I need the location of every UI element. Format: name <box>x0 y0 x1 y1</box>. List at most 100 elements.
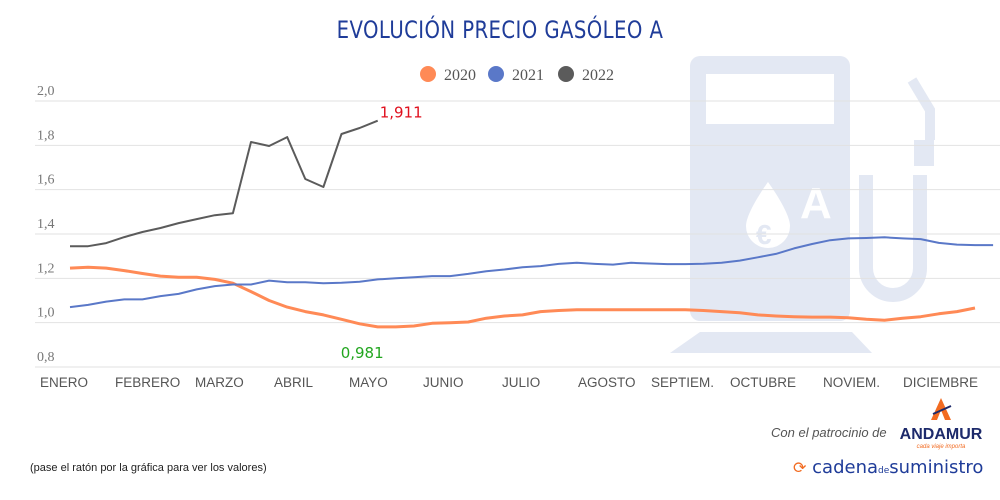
data-point-2021[interactable] <box>627 259 635 267</box>
data-point-2021[interactable] <box>862 234 870 242</box>
data-point-2022[interactable] <box>66 242 74 250</box>
data-point-2021[interactable] <box>338 279 346 287</box>
data-point-2021[interactable] <box>374 275 382 283</box>
data-point-2021[interactable] <box>193 285 201 293</box>
data-point-2021[interactable] <box>519 263 527 271</box>
legend-item-2020[interactable]: 2020 <box>420 66 476 84</box>
data-point-2022[interactable] <box>157 224 165 232</box>
data-point-2020[interactable] <box>881 316 889 324</box>
data-point-2021[interactable] <box>663 260 671 268</box>
data-point-2021[interactable] <box>935 239 943 247</box>
data-point-2020[interactable] <box>500 312 508 320</box>
data-point-2021[interactable] <box>953 241 961 249</box>
data-point-2020[interactable] <box>772 312 780 320</box>
data-point-2021[interactable] <box>229 281 237 289</box>
data-point-2020[interactable] <box>301 308 309 316</box>
data-point-2020[interactable] <box>862 315 870 323</box>
data-point-2022[interactable] <box>283 133 291 141</box>
data-point-2020[interactable] <box>283 303 291 311</box>
data-point-2020[interactable] <box>899 314 907 322</box>
data-point-2020[interactable] <box>591 306 599 314</box>
data-point-2022[interactable] <box>193 215 201 223</box>
data-point-2020[interactable] <box>935 310 943 318</box>
legend-item-2021[interactable]: 2021 <box>488 66 544 84</box>
data-point-2020[interactable] <box>700 306 708 314</box>
data-point-2021[interactable] <box>211 282 219 290</box>
data-point-2022[interactable] <box>301 175 309 183</box>
data-point-2022[interactable] <box>84 242 92 250</box>
data-point-2020[interactable] <box>736 309 744 317</box>
data-point-2020[interactable] <box>844 314 852 322</box>
data-point-2020[interactable] <box>754 311 762 319</box>
series-line-2022[interactable] <box>70 119 379 248</box>
data-point-2022[interactable] <box>120 233 128 241</box>
data-point-2021[interactable] <box>157 292 165 300</box>
data-point-2022[interactable] <box>211 211 219 219</box>
data-point-2022[interactable] <box>102 239 110 247</box>
data-point-2020[interactable] <box>917 313 925 321</box>
data-point-2021[interactable] <box>971 241 979 249</box>
cadena-suministro-logo[interactable]: ⟳ cadenadesuministro <box>793 457 983 478</box>
data-point-2021[interactable] <box>247 281 255 289</box>
data-point-2020[interactable] <box>790 313 798 321</box>
data-point-2021[interactable] <box>482 267 490 275</box>
data-point-2021[interactable] <box>102 298 110 306</box>
data-point-2021[interactable] <box>175 290 183 298</box>
data-point-2021[interactable] <box>573 259 581 267</box>
data-point-2021[interactable] <box>645 259 653 267</box>
data-point-2021[interactable] <box>808 240 816 248</box>
data-point-2021[interactable] <box>700 260 708 268</box>
data-point-2020[interactable] <box>319 311 327 319</box>
data-point-2020[interactable] <box>338 315 346 323</box>
data-point-2020[interactable] <box>392 323 400 331</box>
data-point-2021[interactable] <box>66 303 74 311</box>
data-point-2022[interactable] <box>247 138 255 146</box>
data-point-2021[interactable] <box>772 250 780 258</box>
series-line-2021[interactable] <box>69 236 994 309</box>
data-point-2021[interactable] <box>591 260 599 268</box>
data-point-2020[interactable] <box>428 319 436 327</box>
data-point-2021[interactable] <box>428 272 436 280</box>
andamur-logo[interactable]: ANDAMUR cada viaje importa <box>896 398 986 450</box>
series-line-2020[interactable] <box>69 265 976 329</box>
data-point-2021[interactable] <box>138 295 146 303</box>
data-point-2021[interactable] <box>265 277 273 285</box>
data-point-2022[interactable] <box>175 219 183 227</box>
data-point-2020[interactable] <box>537 308 545 316</box>
data-point-2021[interactable] <box>283 278 291 286</box>
data-point-2021[interactable] <box>446 272 454 280</box>
data-point-2020[interactable] <box>808 313 816 321</box>
data-point-2021[interactable] <box>356 278 364 286</box>
data-point-2021[interactable] <box>681 260 689 268</box>
data-point-2020[interactable] <box>681 306 689 314</box>
data-point-2021[interactable] <box>989 241 997 249</box>
data-point-2022[interactable] <box>138 228 146 236</box>
data-point-2020[interactable] <box>175 273 183 281</box>
data-point-2021[interactable] <box>84 301 92 309</box>
data-point-2020[interactable] <box>645 306 653 314</box>
data-point-2022[interactable] <box>229 209 237 217</box>
data-point-2021[interactable] <box>537 262 545 270</box>
legend-item-2022[interactable]: 2022 <box>558 66 614 84</box>
data-point-2020[interactable] <box>120 267 128 275</box>
data-point-2020[interactable] <box>102 264 110 272</box>
data-point-2020[interactable] <box>627 306 635 314</box>
data-point-2021[interactable] <box>718 259 726 267</box>
data-point-2020[interactable] <box>138 269 146 277</box>
data-point-2021[interactable] <box>410 273 418 281</box>
data-point-2020[interactable] <box>247 288 255 296</box>
data-point-2020[interactable] <box>374 323 382 331</box>
data-point-2020[interactable] <box>519 311 527 319</box>
data-point-2020[interactable] <box>193 273 201 281</box>
data-point-2021[interactable] <box>790 244 798 252</box>
data-point-2020[interactable] <box>410 322 418 330</box>
data-point-2020[interactable] <box>66 264 74 272</box>
data-point-2021[interactable] <box>555 260 563 268</box>
data-point-2021[interactable] <box>319 279 327 287</box>
data-point-2021[interactable] <box>120 295 128 303</box>
data-point-2020[interactable] <box>482 314 490 322</box>
data-point-2020[interactable] <box>953 308 961 316</box>
data-point-2021[interactable] <box>844 234 852 242</box>
data-point-2020[interactable] <box>555 306 563 314</box>
